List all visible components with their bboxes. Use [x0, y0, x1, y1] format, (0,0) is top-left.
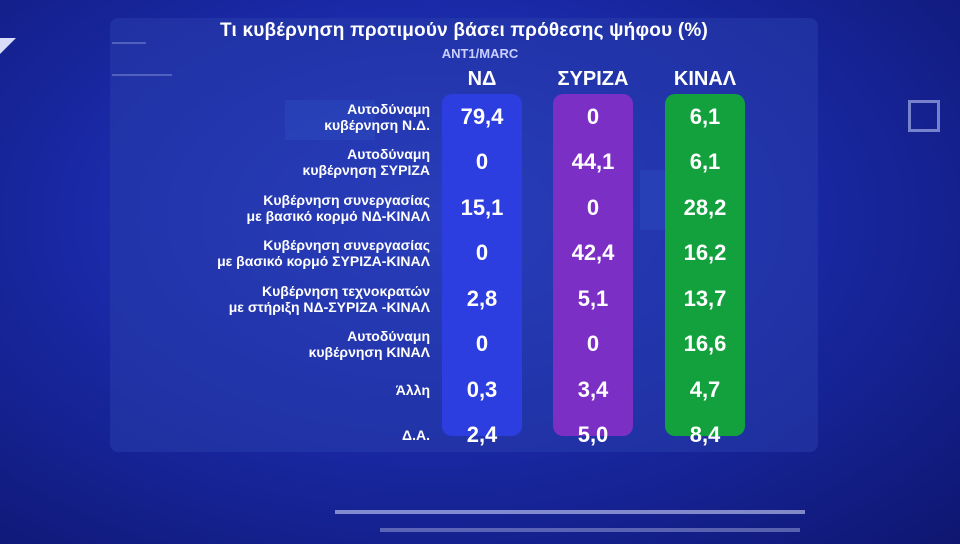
chart-title: Τι κυβέρνηση προτιμούν βάσει πρόθεσης ψή…: [220, 20, 708, 41]
column-kinal-header: ΚΙΝΑΛ: [673, 68, 737, 90]
row-label-line: με βασικό κορμό ΣΥΡΙΖΑ-ΚΙΝΑΛ: [217, 253, 430, 270]
column-kinal-value: 16,6: [683, 331, 727, 357]
column-nd-value: 2,8: [466, 285, 498, 311]
row-label-line: Αυτοδύναμη: [347, 328, 430, 345]
row-label-line: Κυβέρνηση συνεργασίας: [263, 237, 430, 254]
column-nd-bar: [442, 94, 522, 436]
column-syriza-header: ΣΥΡΙΖΑ: [557, 68, 629, 90]
column-kinal-value: 13,7: [683, 285, 727, 311]
column-kinal-value: 4,7: [689, 376, 721, 402]
row-label: Κυβέρνηση συνεργασίας με βασικό κορμό ΝΔ-…: [100, 192, 430, 224]
column-syriza-bar: [553, 94, 633, 436]
row-label-line: Δ.Α.: [402, 427, 430, 444]
column-nd-value: 2,4: [466, 422, 498, 448]
row-label: Κυβέρνηση τεχνοκρατών με στήριξη ΝΔ-ΣΥΡΙΖ…: [100, 283, 430, 315]
column-nd-value: 0: [475, 240, 489, 266]
background-line-decoration: [335, 510, 805, 514]
column-kinal-value: 6,1: [689, 149, 721, 175]
column-syriza-value: 0: [586, 331, 600, 357]
row-label-line: Άλλη: [395, 381, 430, 398]
row-label-line: κυβέρνηση ΚΙΝΑΛ: [308, 344, 430, 361]
column-syriza-value: 44,1: [571, 149, 615, 175]
row-label-line: Αυτοδύναμη: [347, 100, 430, 117]
column-kinal-bar: [665, 94, 745, 436]
row-label-line: Κυβέρνηση τεχνοκρατών: [262, 282, 430, 299]
chart-source: ANT1/MARC: [441, 46, 519, 61]
column-kinal-value: 16,2: [683, 240, 727, 266]
column-nd-header: ΝΔ: [467, 68, 497, 90]
row-label-line: Αυτοδύναμη: [347, 146, 430, 163]
column-syriza-value: 42,4: [571, 240, 615, 266]
row-label-line: με βασικό κορμό ΝΔ-ΚΙΝΑΛ: [246, 207, 430, 224]
column-kinal-value: 6,1: [689, 103, 721, 129]
column-nd-value: 0: [475, 149, 489, 175]
column-nd-value: 79,4: [460, 103, 504, 129]
column-kinal-value: 28,2: [683, 194, 727, 220]
column-nd-value: 0: [475, 331, 489, 357]
row-label-line: με στήριξη ΝΔ-ΣΥΡΙΖΑ -ΚΙΝΑΛ: [228, 298, 430, 315]
row-label: Άλλη: [100, 382, 430, 398]
column-syriza-value: 5,0: [577, 422, 609, 448]
column-syriza-value: 3,4: [577, 376, 609, 402]
row-label-line: Κυβέρνηση συνεργασίας: [263, 191, 430, 208]
row-label-line: κυβέρνηση ΣΥΡΙΖΑ: [302, 162, 430, 179]
column-syriza-value: 0: [586, 194, 600, 220]
row-label: Αυτοδύναμη κυβέρνηση Ν.Δ.: [100, 101, 430, 133]
square-outline-decoration: [908, 100, 940, 132]
row-label: Αυτοδύναμη κυβέρνηση ΣΥΡΙΖΑ: [100, 146, 430, 178]
row-label: Δ.Α.: [100, 427, 430, 443]
corner-triangle-decoration: [0, 38, 16, 54]
column-syriza-value: 0: [586, 103, 600, 129]
background-line-decoration: [380, 528, 800, 532]
row-label: Αυτοδύναμη κυβέρνηση ΚΙΝΑΛ: [100, 328, 430, 360]
row-label: Κυβέρνηση συνεργασίας με βασικό κορμό ΣΥΡ…: [100, 237, 430, 269]
row-label-line: κυβέρνηση Ν.Δ.: [324, 116, 430, 133]
column-nd-value: 0,3: [466, 376, 498, 402]
column-nd-value: 15,1: [460, 194, 504, 220]
column-kinal-value: 8,4: [689, 422, 721, 448]
column-syriza-value: 5,1: [577, 285, 609, 311]
